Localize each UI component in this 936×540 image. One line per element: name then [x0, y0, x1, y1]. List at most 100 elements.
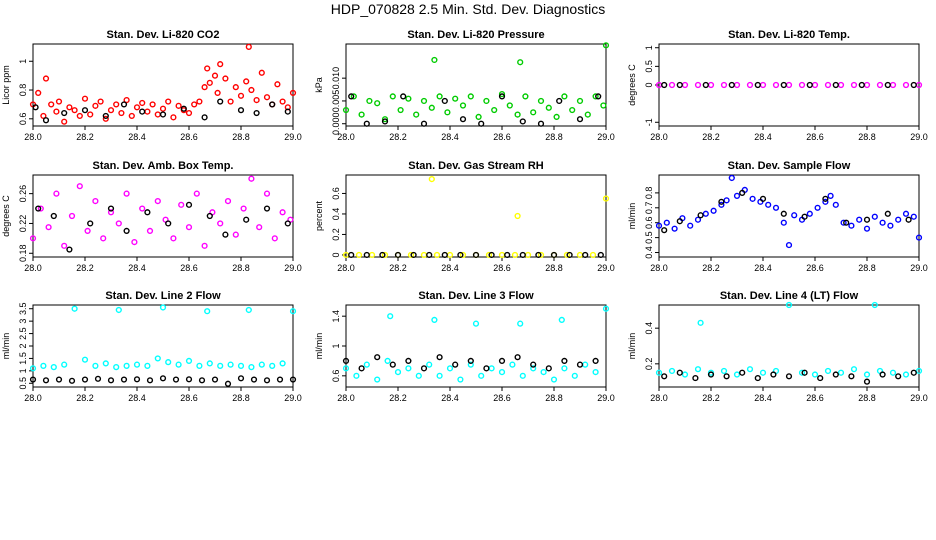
x-tick-label: 28.6 [180, 263, 198, 273]
data-point-colored [107, 107, 115, 114]
data-point-black [185, 201, 193, 208]
data-point-black [420, 365, 428, 372]
data-point-colored [154, 111, 161, 118]
y-tick-label: 0.18 [18, 245, 28, 263]
data-point-colored [191, 101, 198, 108]
data-point-black [895, 373, 902, 380]
data-point-colored [29, 365, 37, 372]
data-point-black [785, 373, 793, 380]
data-point-colored [263, 94, 271, 101]
data-point-colored [710, 207, 717, 214]
data-point-colored [131, 238, 138, 246]
data-point-colored [279, 360, 286, 367]
data-point-colored [553, 113, 560, 120]
y-tick-label: 0.005 [331, 90, 341, 113]
data-point-black [457, 251, 464, 259]
data-point-colored [718, 201, 725, 208]
data-point-colored [201, 242, 208, 249]
data-point-colored [509, 361, 516, 368]
chart-panel-2: Stan. Dev. Li-820 Pressure 28.0 28.2 28.4 28… [314, 29, 615, 142]
data-point-black [81, 376, 89, 383]
data-point-black [661, 373, 668, 380]
data-point-black [576, 361, 584, 368]
data-point-colored [35, 89, 42, 97]
data-point-colored [243, 78, 250, 85]
data-point-black [832, 371, 839, 378]
data-point-black [180, 105, 187, 112]
data-point-colored [681, 81, 689, 89]
plot-frame [345, 304, 607, 388]
plot-frame [658, 174, 920, 258]
x-tick-label: 28.8 [545, 393, 563, 403]
data-point-colored [602, 305, 610, 312]
data-point-black [754, 374, 761, 382]
chart-panel-4: Stan. Dev. Amb. Box Temp. 28.0 28.2 28.4 28.… [1, 160, 302, 273]
data-point-black [284, 108, 291, 115]
data-point-black [389, 361, 396, 368]
y-tick-label: 1.5 [18, 352, 28, 365]
data-point-colored [811, 81, 819, 89]
chart-panel-7: Stan. Dev. Line 2 Flow 28.0 28.2 28.4 28.6 28… [1, 290, 302, 403]
plot-frame [658, 43, 920, 127]
x-tick-label: 28.0 [24, 263, 42, 273]
plot-frame [345, 174, 607, 258]
x-tick-label: 28.8 [232, 132, 250, 142]
y-tick-label: 1 [644, 45, 654, 50]
data-point-colored [217, 61, 224, 68]
data-point-colored [915, 234, 923, 241]
data-point-colored [358, 111, 365, 118]
data-point-colored [483, 97, 490, 105]
chart-title: Stan. Dev. Line 4 (LT) Flow [720, 290, 859, 302]
data-point-black [381, 118, 389, 125]
data-point-colored [459, 102, 467, 109]
data-point-colored [170, 235, 177, 242]
y-axis-label: ml/min [314, 333, 324, 360]
data-point-colored [827, 192, 834, 199]
data-point-colored [206, 79, 213, 86]
x-tick-label: 28.2 [76, 132, 94, 142]
y-tick-label: 0.6 [331, 187, 341, 200]
y-tick-label: 0.5 [18, 377, 28, 390]
data-point-black [269, 101, 276, 108]
data-point-colored [201, 84, 208, 91]
data-point-colored [289, 308, 297, 315]
data-point-colored [366, 97, 373, 105]
x-tick-label: 28.8 [858, 393, 876, 403]
data-point-black [120, 376, 128, 383]
data-point-black [806, 81, 813, 89]
data-point-colored [876, 81, 884, 89]
y-tick-label: 3.5 [18, 302, 28, 315]
y-tick-label: 0.2 [331, 228, 341, 241]
x-tick-label: 28.4 [754, 393, 772, 403]
data-point-colored [263, 190, 271, 197]
data-point-colored [139, 99, 146, 107]
data-point-colored [589, 251, 597, 259]
data-point-colored [426, 361, 433, 368]
data-point-black [102, 112, 109, 120]
data-point-colored [144, 108, 151, 115]
x-tick-label: 28.0 [650, 263, 668, 273]
data-point-colored [149, 101, 156, 108]
x-tick-label: 28.4 [754, 263, 772, 273]
data-point-black [739, 189, 746, 196]
data-point-black [159, 111, 167, 118]
data-point-colored [681, 371, 689, 378]
data-point-colored [814, 204, 821, 211]
data-point-black [822, 195, 829, 202]
data-point-black [676, 81, 683, 89]
data-point-colored [384, 357, 391, 365]
data-point-black [107, 377, 115, 384]
data-point-black [566, 251, 573, 259]
data-point-black [754, 81, 761, 89]
data-point-colored [342, 106, 350, 114]
data-point-black [436, 354, 443, 361]
data-point-colored [61, 242, 68, 249]
chart-title: Stan. Dev. Li-820 Temp. [728, 29, 850, 41]
data-point-colored [40, 362, 47, 369]
data-point-colored [279, 98, 286, 105]
data-point-colored [561, 93, 568, 100]
data-point-colored [668, 367, 676, 375]
data-point-black [519, 118, 526, 125]
data-point-colored [355, 251, 363, 259]
data-point-black [217, 98, 224, 105]
